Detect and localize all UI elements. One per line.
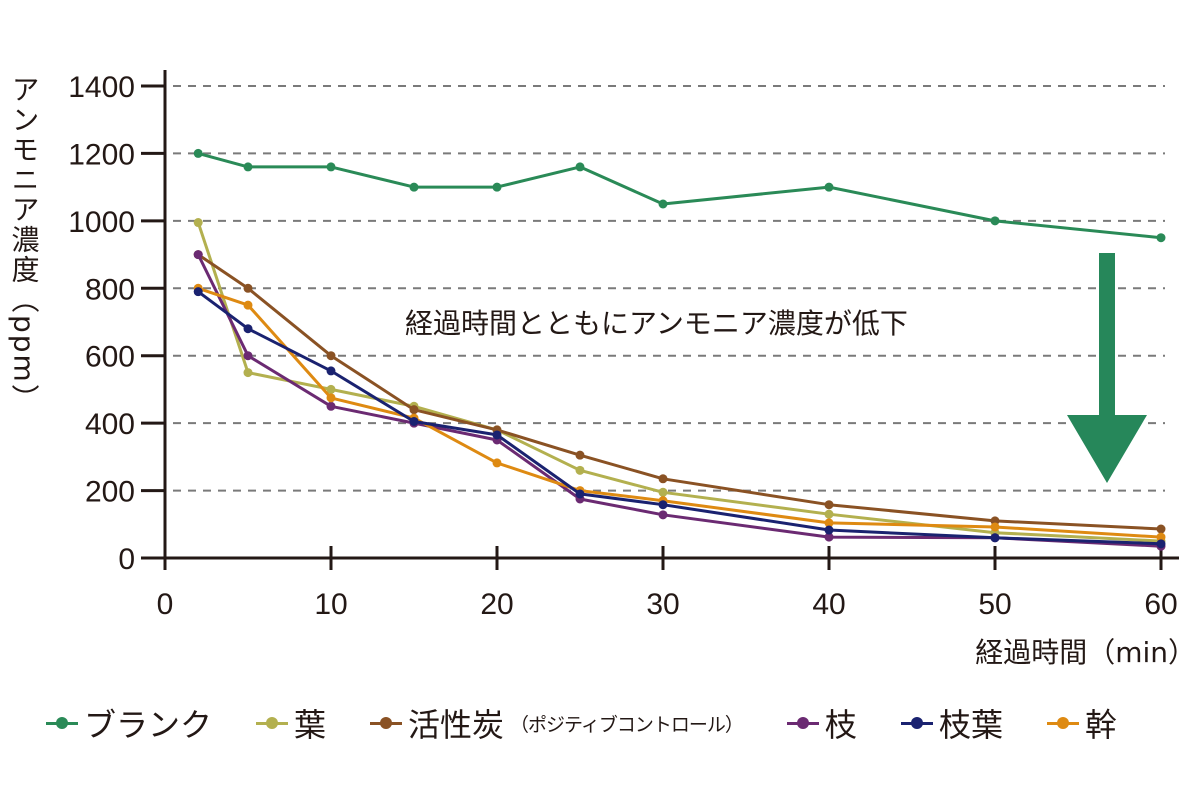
data-point [243,162,253,172]
x-tick-label: 20 [480,588,513,621]
legend-item-branch: 枝 [786,700,857,746]
data-point [326,401,336,411]
data-point [824,518,834,528]
legend-label: 幹 [1084,706,1117,744]
x-axis-label: 経過時間（min） [975,636,1196,669]
x-tick-label: 40 [812,588,845,621]
data-point [824,182,834,192]
data-point [658,199,668,209]
y-tick-label: 1000 [68,206,135,239]
data-point [824,500,834,510]
data-point [326,393,336,403]
down-arrow-icon [1067,253,1147,483]
data-point [326,162,336,172]
data-point [193,148,203,158]
series-5 [193,283,1166,542]
series-0 [193,148,1166,243]
y-tick-label: 400 [85,408,135,441]
data-point [824,525,834,535]
y-tick-label: 800 [85,273,135,306]
data-point [658,510,668,520]
data-point [990,522,1000,532]
legend-item-branch-leaf: 枝葉 [900,700,1003,746]
legend-label: ブランク [84,706,213,744]
data-point [575,162,585,172]
data-point [326,384,336,394]
legend-label: 枝葉 [938,706,1003,744]
y-tick-label: 600 [85,341,135,374]
y-tick-label: 0 [118,543,135,576]
data-point [1156,532,1166,542]
y-axis-ticks: 0 200 400 600 800 1000 1200 1400 [68,71,165,576]
x-axis-ticks: 0 10 20 30 40 50 60 [157,546,1178,621]
data-point [575,489,585,499]
data-point [658,474,668,484]
y-tick-label: 1200 [68,138,135,171]
data-point [243,368,253,378]
legend-marker-icon [256,716,289,730]
legend-marker-icon [786,716,819,730]
data-point [575,450,585,460]
data-point [824,509,834,519]
data-point [243,300,253,310]
legend-marker-icon [900,716,933,730]
data-point [1156,524,1166,534]
legend: ブランク 葉 活性炭 （ポジティブコントロール） 枝 枝葉 幹 [46,700,1117,746]
legend-label: 活性炭 [408,706,505,744]
x-tick-label: 60 [1144,588,1177,621]
series-4 [193,287,1166,549]
data-point [658,500,668,510]
x-tick-label: 50 [978,588,1011,621]
data-point [243,283,253,293]
series-1 [193,218,1166,546]
data-point [492,430,502,440]
data-point [1156,233,1166,243]
series-line [197,151,1162,240]
x-tick-label: 0 [157,588,174,621]
data-point [492,182,502,192]
y-axis-label: アンモニア濃度（ppm） [8,75,41,414]
y-tick-label: 1400 [68,71,135,104]
legend-marker-icon [1046,716,1079,730]
data-point [243,351,253,361]
data-point [658,487,668,497]
data-point [243,324,253,334]
legend-marker-icon [46,716,78,730]
data-point [990,533,1000,543]
data-point [193,218,203,228]
legend-item-trunk: 幹 [1046,700,1117,746]
series-line [197,286,1162,539]
data-point [326,351,336,361]
series-line [196,222,1162,543]
data-point [824,532,834,542]
annotation-text: 経過時間とともにアンモニア濃度が低下 [405,307,908,340]
legend-label: 枝 [824,706,857,744]
legend-sublabel: （ポジティブコントロール） [510,713,744,736]
y-tick-label: 200 [85,476,135,509]
legend-item-activated-carbon: 活性炭 （ポジティブコントロール） [370,700,744,746]
data-point [193,250,203,260]
data-point [326,366,336,376]
series-line [196,253,1162,548]
series-line [197,253,1162,531]
legend-item-blank: ブランク [46,700,212,746]
data-point [1156,539,1166,549]
gridlines [173,85,1165,492]
x-tick-label: 30 [646,588,679,621]
series-group [193,148,1166,551]
data-point [193,287,203,297]
data-point [492,458,502,468]
data-point [409,405,419,415]
x-tick-label: 10 [314,588,347,621]
data-point [575,465,585,475]
data-point [409,416,419,426]
legend-label: 葉 [294,706,327,744]
legend-marker-icon [370,716,403,730]
series-line [197,290,1162,546]
data-point [409,182,419,192]
legend-item-leaf: 葉 [256,700,326,746]
data-point [990,216,1000,226]
